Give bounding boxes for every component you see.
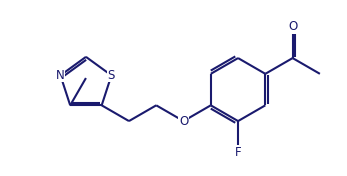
Text: O: O bbox=[288, 20, 297, 33]
Text: N: N bbox=[56, 69, 65, 82]
Text: S: S bbox=[108, 69, 115, 82]
Text: O: O bbox=[179, 115, 188, 128]
Text: F: F bbox=[235, 146, 242, 159]
